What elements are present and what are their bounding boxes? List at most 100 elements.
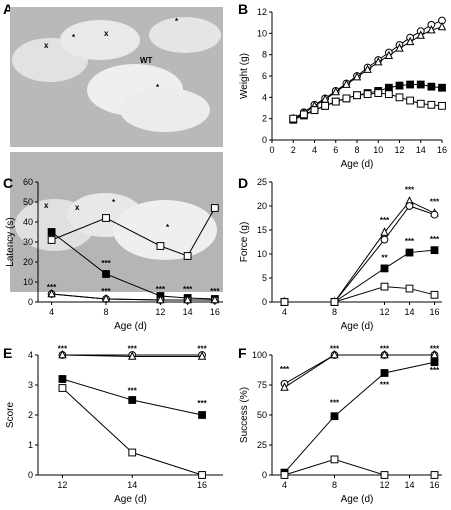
data-point	[342, 79, 351, 88]
series-line	[284, 354, 435, 385]
significance-label: ***	[430, 344, 440, 353]
x-tick-label: 12	[379, 480, 389, 490]
photo-label: x	[44, 201, 49, 210]
y-axis-label: Weight (g)	[239, 53, 250, 99]
y-tick-label: 60	[23, 177, 33, 187]
data-point	[197, 351, 207, 360]
x-tick-label: 16	[197, 480, 207, 490]
x-tick-label: 10	[373, 145, 383, 155]
y-tick-label: 3	[28, 380, 33, 390]
significance-label: ***	[330, 398, 340, 407]
data-point	[380, 264, 389, 273]
photo-label: *	[156, 83, 160, 92]
series	[47, 288, 220, 304]
x-tick-label: 6	[333, 145, 338, 155]
data-point	[47, 236, 56, 244]
chart-panel-f: F 4 8 12 14 16 0 25 50 75 100 Age (d) Success (%) ***…	[238, 344, 442, 505]
x-tick-label: 4	[49, 307, 54, 317]
data-point	[183, 294, 192, 304]
y-tick-label: 8	[262, 50, 267, 60]
series	[47, 290, 219, 304]
panel-letter-f: F	[238, 345, 247, 361]
x-tick-label: 16	[429, 307, 439, 317]
significance-label: ***	[128, 386, 138, 395]
series-line	[284, 354, 435, 388]
panel-letter-b: B	[238, 1, 248, 17]
data-point	[430, 349, 439, 359]
data-point	[330, 349, 339, 359]
data-point	[430, 471, 439, 479]
data-point	[128, 351, 137, 360]
panel-a: A * x x * WT * x x * *	[3, 1, 223, 292]
data-point	[384, 83, 393, 92]
data-point	[198, 471, 206, 479]
photo-label: *	[166, 223, 170, 232]
y-tick-label: 15	[257, 225, 267, 235]
y-tick-label: 12	[257, 7, 267, 17]
data-point	[58, 384, 67, 392]
data-point	[427, 100, 436, 109]
data-point	[405, 284, 414, 293]
data-point	[363, 64, 372, 73]
significance-label: **	[381, 254, 388, 263]
y-axis-label: Score	[5, 402, 16, 429]
y-tick-label: 0	[28, 470, 33, 480]
data-point	[416, 99, 425, 108]
data-point	[380, 227, 389, 236]
chart-panel-c: C 4 8 12 14 16 0 10 20 30 40 50 60 Age (d) Latency (s)…	[3, 175, 223, 332]
data-point	[374, 89, 383, 97]
data-point	[380, 369, 389, 377]
y-axis-label: Force (g)	[239, 222, 250, 263]
data-point	[374, 57, 383, 66]
data-point	[405, 202, 414, 210]
y-tick-label: 100	[252, 350, 267, 360]
data-point	[363, 90, 372, 99]
significance-label: ***	[101, 259, 111, 268]
y-tick-label: 25	[257, 440, 267, 450]
data-point	[405, 36, 415, 46]
significance-label: ***	[430, 366, 440, 375]
y-tick-label: 5	[262, 273, 267, 283]
data-point	[47, 288, 56, 298]
data-point	[331, 97, 340, 106]
significance-label: ***	[156, 285, 166, 294]
x-tick-label: 14	[183, 307, 193, 317]
x-tick-label: 12	[57, 480, 67, 490]
data-point	[198, 411, 206, 419]
x-tick-label: 14	[404, 307, 414, 317]
x-tick-label: 2	[291, 145, 296, 155]
data-point	[342, 94, 351, 103]
data-point	[330, 298, 339, 306]
series	[280, 351, 439, 388]
significance-label: ***	[128, 344, 138, 353]
data-point	[430, 246, 439, 255]
significance-label: ***	[280, 365, 290, 374]
y-tick-label: 30	[23, 237, 33, 247]
data-point	[430, 290, 439, 299]
data-point	[330, 412, 339, 421]
data-point	[128, 396, 137, 404]
data-point	[430, 210, 439, 219]
y-tick-label: 0	[262, 135, 267, 145]
data-point	[102, 270, 110, 278]
data-point	[416, 30, 425, 39]
y-tick-label: 0	[28, 297, 33, 307]
series	[280, 349, 439, 391]
x-tick-label: 4	[282, 480, 287, 490]
x-tick-label: 14	[416, 145, 426, 155]
data-point	[210, 294, 220, 304]
x-axis-label: Age (d)	[341, 321, 374, 332]
significance-label: ***	[197, 344, 207, 353]
series-line	[284, 361, 435, 473]
data-point	[156, 242, 165, 250]
data-point	[427, 82, 436, 91]
y-tick-label: 50	[23, 197, 33, 207]
x-tick-label: 8	[104, 307, 109, 317]
series	[280, 246, 439, 306]
significance-label: ***	[405, 237, 415, 246]
y-tick-label: 2	[262, 114, 267, 124]
data-point	[416, 80, 425, 89]
data-point	[156, 294, 165, 304]
